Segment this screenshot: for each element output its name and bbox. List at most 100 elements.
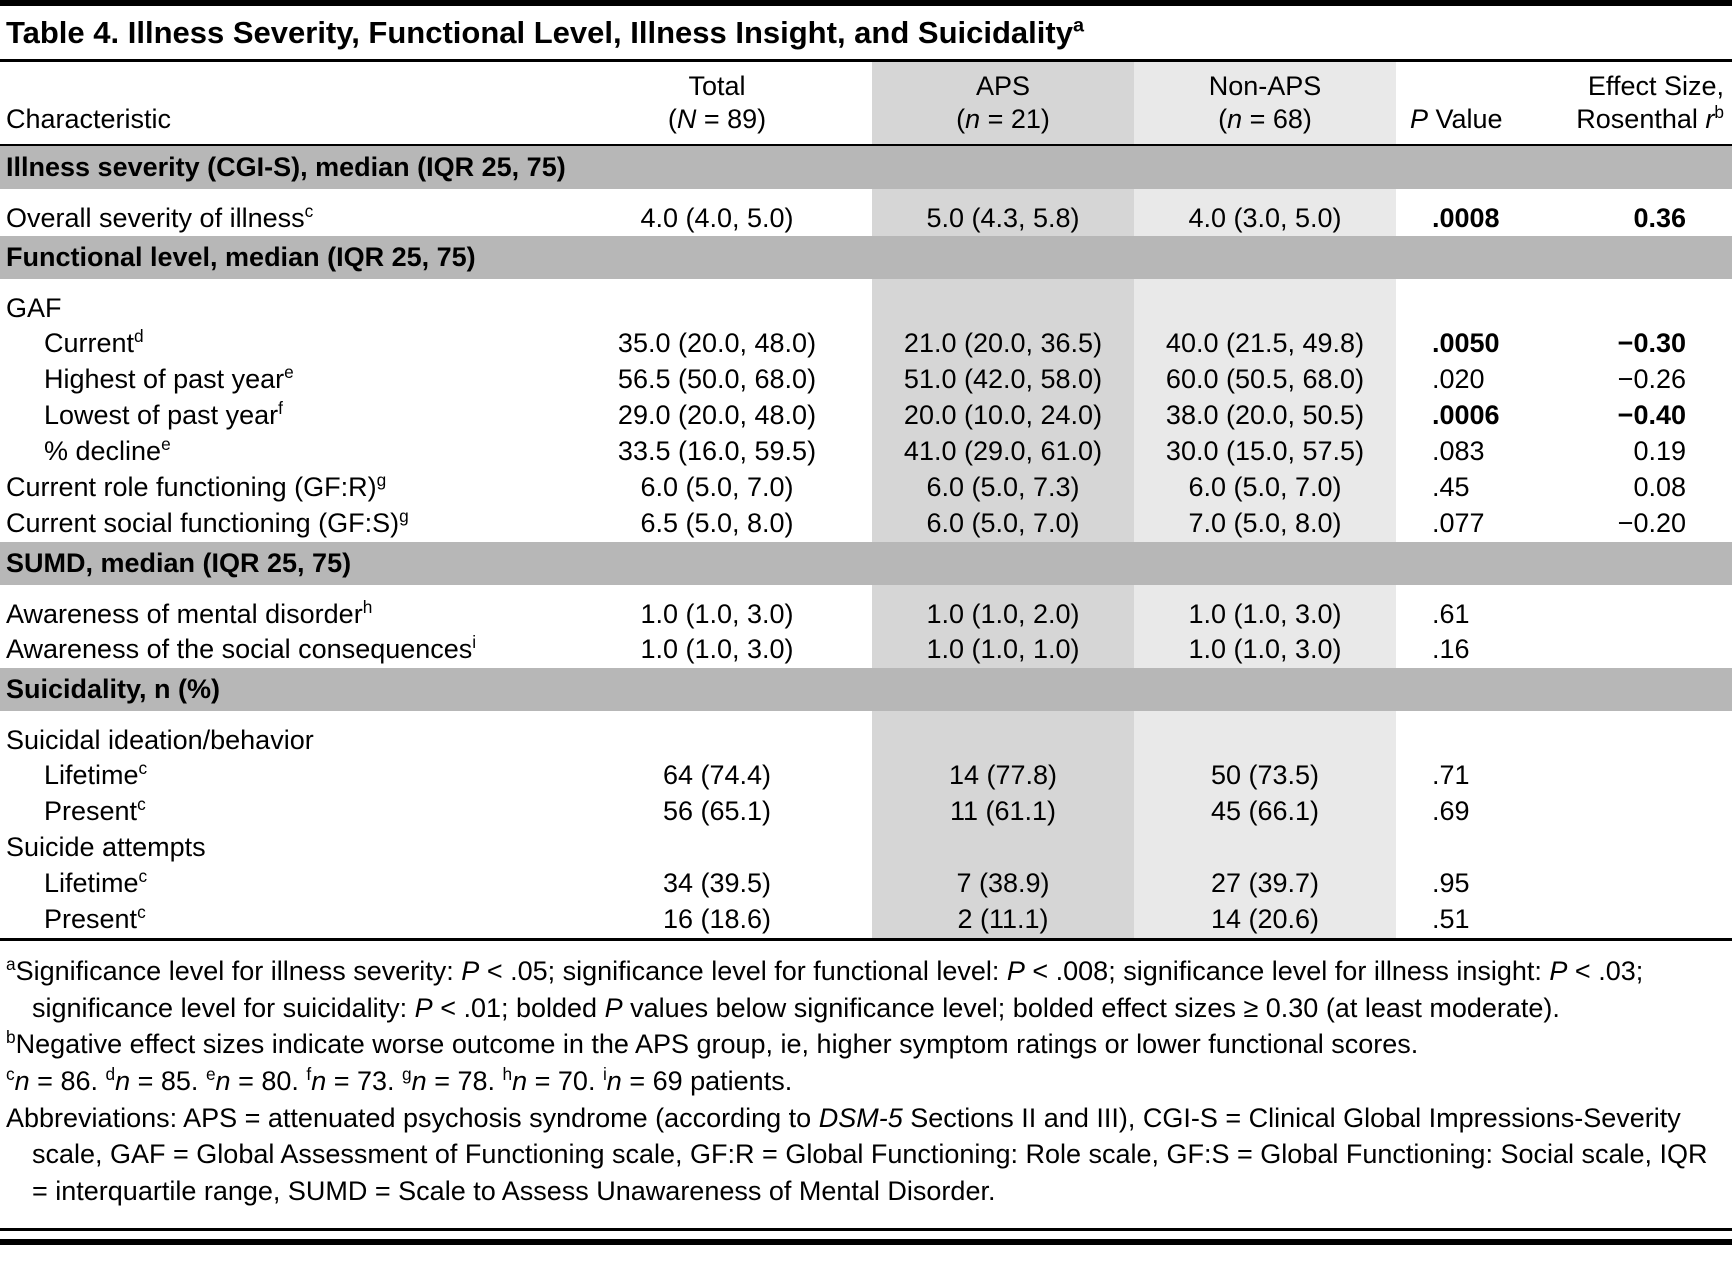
table-row-ideation-lifetime: Lifetimec 64 (74.4) 14 (77.8) 50 (73.5) … xyxy=(0,757,1732,794)
cell-nonaps: 6.0 (5.0, 7.0) xyxy=(1134,469,1396,506)
table-row-gaf-current: Currentd 35.0 (20.0, 48.0) 21.0 (20.0, 3… xyxy=(0,325,1732,362)
row-label: Current social functioning (GF:S)g xyxy=(6,505,409,538)
cell-total: 4.0 (4.0, 5.0) xyxy=(640,202,794,233)
cell-pvalue: .16 xyxy=(1432,633,1470,664)
row-label: Currentd xyxy=(44,325,144,358)
cell-nonaps: 45 (66.1) xyxy=(1134,793,1396,830)
section-label: Suicidality, n (%) xyxy=(0,667,1732,711)
table-row-social-functioning: Current social functioning (GF:S)g 6.5 (… xyxy=(0,505,1732,542)
cell-effect-size xyxy=(1554,632,1732,668)
cell-pvalue: .95 xyxy=(1432,867,1470,898)
cell-effect-size: −0.40 xyxy=(1617,399,1686,430)
cell-effect-size xyxy=(1554,902,1732,938)
data-table: Characteristic Total (N = 89) APS (n = 2… xyxy=(0,62,1732,938)
cell-total: 16 (18.6) xyxy=(662,903,772,934)
cell-nonaps: 1.0 (1.0, 3.0) xyxy=(1134,584,1396,632)
cell-nonaps: 30.0 (15.0, 57.5) xyxy=(1134,433,1396,470)
cell-pvalue: .083 xyxy=(1432,435,1485,466)
cell-nonaps: 7.0 (5.0, 8.0) xyxy=(1134,505,1396,542)
cell-effect-size xyxy=(1554,794,1732,830)
cell-aps: 6.0 (5.0, 7.3) xyxy=(872,469,1134,506)
section-row-suicidality: Suicidality, n (%) xyxy=(0,667,1732,711)
row-label: Highest of past yeare xyxy=(44,361,294,394)
col-header-effect-line1: Effect Size, xyxy=(1587,71,1724,101)
cell-pvalue: .020 xyxy=(1432,363,1485,394)
title-rule xyxy=(0,59,1732,62)
footnote-rule xyxy=(0,937,1732,941)
section-row-functional-level: Functional level, median (IQR 25, 75) xyxy=(0,235,1732,279)
row-label: Current role functioning (GF:R)g xyxy=(6,469,387,502)
cell-effect-size: 0.36 xyxy=(1633,202,1686,233)
cell-nonaps xyxy=(1134,710,1396,758)
cell-pvalue xyxy=(1396,711,1554,758)
cell-total: 6.5 (5.0, 8.0) xyxy=(640,507,794,538)
cell-effect-size xyxy=(1554,279,1732,326)
row-label: Lowest of past yearf xyxy=(44,397,283,430)
table-row-awareness-social: Awareness of the social consequencesi 1.… xyxy=(0,631,1732,668)
cell-nonaps: 4.0 (3.0, 5.0) xyxy=(1134,188,1396,236)
cell-total: 35.0 (20.0, 48.0) xyxy=(617,327,817,358)
cell-aps: 6.0 (5.0, 7.0) xyxy=(872,505,1134,542)
cell-total: 56 (65.1) xyxy=(662,795,772,826)
section-label: Illness severity (CGI-S), median (IQR 25… xyxy=(0,144,1732,189)
section-label: SUMD, median (IQR 25, 75) xyxy=(0,541,1732,585)
cell-aps: 41.0 (29.0, 61.0) xyxy=(872,433,1134,470)
section-label: Functional level, median (IQR 25, 75) xyxy=(0,235,1732,279)
cell-nonaps: 38.0 (20.0, 50.5) xyxy=(1134,397,1396,434)
cell-aps: 51.0 (42.0, 58.0) xyxy=(872,361,1134,398)
table-row-attempts-present: Presentc 16 (18.6) 2 (11.1) 14 (20.6) .5… xyxy=(0,901,1732,938)
cell-total xyxy=(562,279,872,326)
cell-effect-size: −0.26 xyxy=(1617,363,1686,394)
table-row-role-functioning: Current role functioning (GF:R)g 6.0 (5.… xyxy=(0,469,1732,506)
cell-aps xyxy=(872,278,1134,326)
cell-effect-size: −0.20 xyxy=(1617,507,1686,538)
table-header-row: Characteristic Total (N = 89) APS (n = 2… xyxy=(0,62,1732,146)
table-row-gaf-highest: Highest of past yeare 56.5 (50.0, 68.0) … xyxy=(0,361,1732,398)
table-row-gaf-decline: % declinee 33.5 (16.0, 59.5) 41.0 (29.0,… xyxy=(0,433,1732,470)
cell-total: 56.5 (50.0, 68.0) xyxy=(617,363,817,394)
cell-effect-size: −0.30 xyxy=(1617,327,1686,358)
col-header-total-line1: Total xyxy=(688,71,746,101)
cell-effect-size xyxy=(1554,711,1732,758)
cell-nonaps xyxy=(1134,829,1396,866)
cell-nonaps: 50 (73.5) xyxy=(1134,757,1396,794)
cell-nonaps xyxy=(1134,278,1396,326)
cell-pvalue: .71 xyxy=(1432,759,1470,790)
cell-pvalue xyxy=(1396,830,1554,866)
cell-total xyxy=(562,830,872,866)
footnote-c-to-i: cn = 86. dn = 85. en = 80. fn = 73. gn =… xyxy=(6,1064,793,1097)
table-row-ideation-group: Suicidal ideation/behavior xyxy=(0,710,1732,758)
cell-pvalue: .0006 xyxy=(1432,399,1500,430)
cell-aps: 2 (11.1) xyxy=(872,901,1134,938)
table-row-awareness-disorder: Awareness of mental disorderh 1.0 (1.0, … xyxy=(0,584,1732,632)
cell-pvalue: .077 xyxy=(1432,507,1485,538)
cell-aps: 20.0 (10.0, 24.0) xyxy=(872,397,1134,434)
row-label: Lifetimec xyxy=(44,865,148,898)
row-label: Awareness of mental disorderh xyxy=(6,596,373,629)
cell-pvalue: .0008 xyxy=(1432,202,1500,233)
cell-pvalue: .51 xyxy=(1432,903,1470,934)
cell-pvalue xyxy=(1396,279,1554,326)
table-row-overall-severity: Overall severity of illnessc 4.0 (4.0, 5… xyxy=(0,188,1732,236)
cell-total: 33.5 (16.0, 59.5) xyxy=(617,435,817,466)
cell-pvalue: .0050 xyxy=(1432,327,1500,358)
cell-pvalue: .61 xyxy=(1432,598,1470,629)
top-rule xyxy=(0,0,1732,6)
row-label: Suicide attempts xyxy=(6,831,206,862)
cell-total: 1.0 (1.0, 3.0) xyxy=(640,598,794,629)
bottom-rule-1 xyxy=(0,1227,1732,1231)
journal-table-figure: Table 4. Illness Severity, Functional Le… xyxy=(0,0,1732,1245)
cell-pvalue: .45 xyxy=(1432,471,1470,502)
cell-total: 1.0 (1.0, 3.0) xyxy=(640,633,794,664)
table-row-ideation-present: Presentc 56 (65.1) 11 (61.1) 45 (66.1) .… xyxy=(0,793,1732,830)
cell-aps: 7 (38.9) xyxy=(872,865,1134,902)
cell-nonaps: 14 (20.6) xyxy=(1134,901,1396,938)
cell-pvalue: .69 xyxy=(1432,795,1470,826)
table-row-attempts-group: Suicide attempts xyxy=(0,829,1732,866)
col-header-effect-size: Effect Size, Rosenthal rb xyxy=(1554,62,1732,146)
cell-effect-size: 0.08 xyxy=(1633,471,1686,502)
col-header-effect-line2: Rosenthal rb xyxy=(1576,101,1724,134)
footnote-b: bNegative effect sizes indicate worse ou… xyxy=(6,1027,1419,1060)
cell-aps xyxy=(872,710,1134,758)
bottom-rule-2 xyxy=(0,1238,1732,1245)
